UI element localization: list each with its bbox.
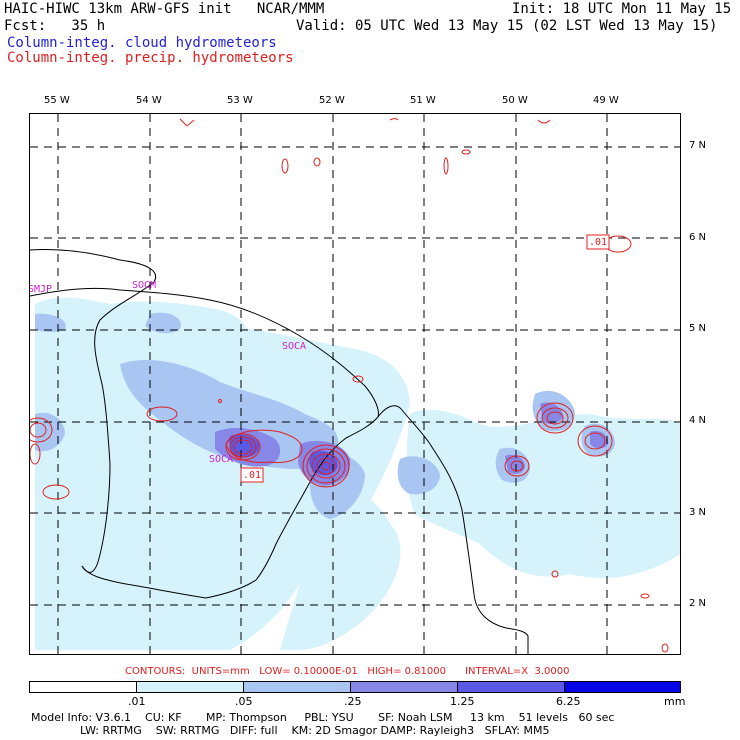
color-bar xyxy=(29,681,681,693)
color-bin-3 xyxy=(351,682,458,692)
colorbar-tick-3: 1.25 xyxy=(450,695,475,708)
lat-label-4n: 4 N xyxy=(689,415,707,426)
graticule xyxy=(30,114,680,654)
color-bin-1 xyxy=(137,682,244,692)
lon-label-54w: 54 W xyxy=(136,95,162,106)
valid-time: Valid: 05 UTC Wed 13 May 15 (02 LST Wed … xyxy=(296,18,718,34)
colorbar-tick-2: .25 xyxy=(344,695,362,708)
station-label-soca-2: SOCA xyxy=(209,454,234,465)
color-bin-0 xyxy=(30,682,137,692)
contour-label-boxes xyxy=(240,234,610,483)
station-label-soca: SOCA xyxy=(282,341,307,352)
forecast-hour: Fcst: 35 h xyxy=(4,18,106,34)
lon-label-53w: 53 W xyxy=(227,95,253,106)
station-label-smjp: SMJP xyxy=(29,284,53,295)
station-label-socm: SOCM xyxy=(132,280,157,291)
field-precip-label: Column-integ. precip. hydrometeors xyxy=(7,50,294,66)
lat-label-6n: 6 N xyxy=(689,232,707,243)
color-bin-4 xyxy=(458,682,565,692)
contour-label-1: .01 xyxy=(243,470,262,481)
colorbar-units: mm xyxy=(664,695,686,708)
contour-info: CONTOURS: UNITS=mm LOW= 0.10000E-01 HIGH… xyxy=(125,666,570,677)
lat-label-5n: 5 N xyxy=(689,323,707,334)
color-bin-2 xyxy=(244,682,351,692)
init-time: Init: 18 UTC Mon 11 May 15 xyxy=(512,1,732,17)
cloud-shading xyxy=(35,297,680,650)
map-plot xyxy=(30,114,680,654)
lat-label-2n: 2 N xyxy=(689,598,707,609)
colorbar-tick-4: 6.25 xyxy=(556,695,581,708)
coastline xyxy=(30,249,529,654)
contour-label-2: .01 xyxy=(589,237,608,248)
lat-label-3n: 3 N xyxy=(689,507,707,518)
lat-label-7n: 7 N xyxy=(689,140,707,151)
header-title: HAIC-HIWC 13km ARW-GFS init NCAR/MMM xyxy=(4,1,325,17)
lon-label-52w: 52 W xyxy=(319,95,345,106)
lon-label-49w: 49 W xyxy=(593,95,619,106)
field-cloud-label: Column-integ. cloud hydrometeors xyxy=(7,35,277,51)
model-info-line2: LW: RRTMG SW: RRTMG DIFF: full KM: 2D Sm… xyxy=(31,724,550,737)
colorbar-tick-1: .05 xyxy=(235,695,253,708)
lon-label-50w: 50 W xyxy=(502,95,528,106)
color-bin-5 xyxy=(565,682,680,692)
colorbar-tick-0: .01 xyxy=(128,695,146,708)
map-panel: SMJP SOCM SOCA SOCA .01 .01 xyxy=(29,113,681,655)
model-info-line1: Model Info: V3.6.1 CU: KF MP: Thompson P… xyxy=(31,711,615,724)
lon-label-55w: 55 W xyxy=(44,95,70,106)
lon-label-51w: 51 W xyxy=(410,95,436,106)
